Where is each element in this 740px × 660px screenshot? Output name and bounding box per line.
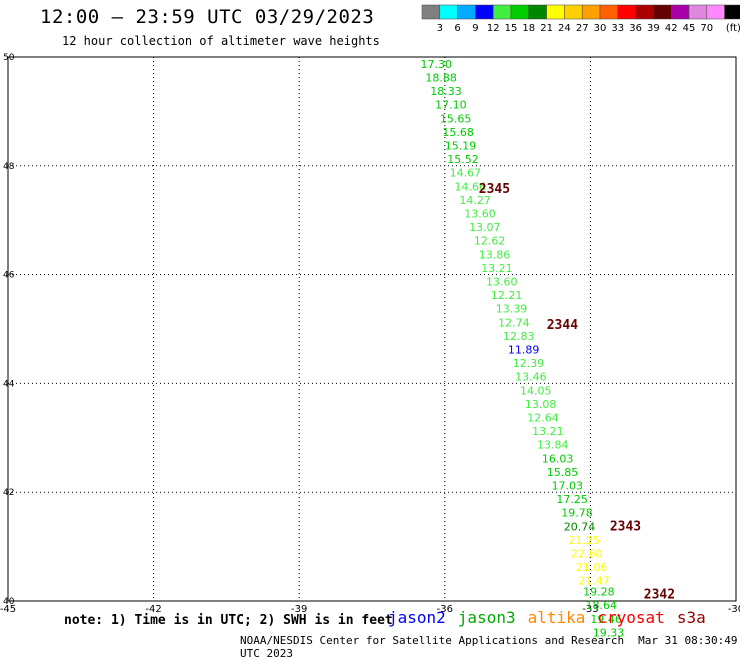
page-subtitle: 12 hour collection of altimeter wave hei… xyxy=(62,34,380,48)
legend-label: 12 xyxy=(487,23,500,34)
pass-number-label: 2342 xyxy=(644,587,675,602)
swh-value-label: 19.78 xyxy=(561,507,593,520)
swh-value-label: 12.39 xyxy=(513,357,545,370)
footer: NOAA/NESDIS Center for Satellite Applica… xyxy=(240,634,740,660)
legend-label: 30 xyxy=(594,23,607,34)
legend-label: 6 xyxy=(454,23,460,34)
swh-value-label: 18.33 xyxy=(430,85,462,98)
swh-value-label: 21.25 xyxy=(569,534,601,547)
swh-value-label: 11.89 xyxy=(508,343,539,356)
legend-label: (ft) xyxy=(726,23,740,34)
swh-value-label: 13.60 xyxy=(464,207,496,220)
lat-tick-label: 46 xyxy=(3,271,15,281)
lat-tick-label: 44 xyxy=(3,379,15,389)
swh-value-label: 20.74 xyxy=(564,520,596,533)
swh-value-label: 14.27 xyxy=(459,194,491,207)
swh-value-label: 15.85 xyxy=(547,466,579,479)
swh-value-label: 14.67 xyxy=(450,167,482,180)
swh-value-label: 21.47 xyxy=(578,575,610,588)
legend-label: 18 xyxy=(522,23,535,34)
swh-value-label: 15.52 xyxy=(447,153,479,166)
legend-label: 9 xyxy=(472,23,478,34)
swh-value-label: 21.06 xyxy=(576,561,608,574)
legend-label: 27 xyxy=(576,23,589,34)
swh-value-label: 16.03 xyxy=(542,452,574,465)
lon-tick-label: -45 xyxy=(0,604,16,615)
pass-number-label: 2343 xyxy=(610,519,641,534)
lon-tick-label: -36 xyxy=(437,604,453,615)
satellite-name: s3a xyxy=(676,608,706,627)
lat-tick-label: 42 xyxy=(3,488,14,498)
lon-tick-label: -42 xyxy=(145,604,161,615)
swh-value-label: 13.60 xyxy=(486,275,518,288)
swh-value-label: 13.84 xyxy=(537,439,569,452)
legend-label: 33 xyxy=(611,23,624,34)
lon-tick-label: -30 xyxy=(728,604,740,615)
lon-tick-label: -39 xyxy=(291,604,307,615)
satellite-name: altika xyxy=(527,608,586,627)
legend-label: 45 xyxy=(683,23,696,34)
swh-value-label: 12.64 xyxy=(527,411,559,424)
swh-value-label: 12.62 xyxy=(474,235,506,248)
lat-tick-label: 40 xyxy=(3,597,15,607)
swh-value-label: 18.64 xyxy=(586,599,618,612)
legend-swatch xyxy=(724,4,740,20)
lat-tick-label: 48 xyxy=(3,162,15,172)
swh-value-label: 19.28 xyxy=(583,586,615,599)
swh-value-label: 19.33 xyxy=(593,626,625,639)
swh-value-label: 15.65 xyxy=(440,112,472,125)
swh-value-label: 13.86 xyxy=(479,248,511,261)
legend-label: 24 xyxy=(558,23,571,34)
swh-value-label: 13.08 xyxy=(525,398,557,411)
swh-value-label: 12.21 xyxy=(491,289,523,302)
lon-tick-label: -33 xyxy=(582,604,598,615)
swh-value-label: 13.07 xyxy=(469,221,501,234)
swh-value-label: 17.03 xyxy=(552,479,584,492)
satellite-legend: jason2 jason3 altika cryosat s3a xyxy=(388,608,718,627)
swh-value-label: 12.74 xyxy=(498,316,529,329)
map-frame xyxy=(7,56,737,602)
legend-label: 3 xyxy=(437,23,443,34)
satellite-name: jason2 xyxy=(388,608,446,627)
credit-text: NOAA/NESDIS Center for Satellite Applica… xyxy=(240,634,625,647)
pass-number-label: 2344 xyxy=(547,318,578,333)
swh-value-label: 22.60 xyxy=(571,547,603,560)
swh-value-label: 17.25 xyxy=(556,493,588,506)
legend-label: 70 xyxy=(700,23,713,34)
swh-value-label: 17.30 xyxy=(421,58,453,71)
legend-label: 42 xyxy=(665,23,678,34)
satellite-name: cryosat xyxy=(597,608,665,627)
legend-label: 15 xyxy=(505,23,518,34)
swh-value-label: 14.05 xyxy=(520,384,552,397)
swh-value-label: 13.21 xyxy=(481,262,513,275)
swh-value-label: 14.66 xyxy=(455,180,487,193)
lat-tick-label: 50 xyxy=(3,53,15,63)
swh-value-label: 13.39 xyxy=(496,303,528,316)
legend-label: 36 xyxy=(629,23,642,34)
color-legend: 3 6 9 12 15 18 21 24 27 30 33 36 39 42 45 70 (ft) xyxy=(421,4,740,34)
swh-value-label: 15.19 xyxy=(445,139,477,152)
pass-number-label: 2345 xyxy=(479,182,510,197)
legend-label: 39 xyxy=(647,23,660,34)
legend-label: 21 xyxy=(540,23,553,34)
swh-value-label: 13.46 xyxy=(515,371,547,384)
swh-value-label: 12.83 xyxy=(503,330,535,343)
swh-value-label: 18.88 xyxy=(425,71,457,84)
satellite-name: jason3 xyxy=(457,608,516,627)
note-text: note: 1) Time is in UTC; 2) SWH is in fe… xyxy=(64,613,393,628)
page-title: 12:00 – 23:59 UTC 03/29/2023 xyxy=(40,6,375,28)
swh-value-label: 17.10 xyxy=(435,99,467,112)
swh-value-label: 19.46 xyxy=(590,613,622,626)
swh-value-label: 13.21 xyxy=(532,425,564,438)
swh-value-label: 15.68 xyxy=(442,126,474,139)
